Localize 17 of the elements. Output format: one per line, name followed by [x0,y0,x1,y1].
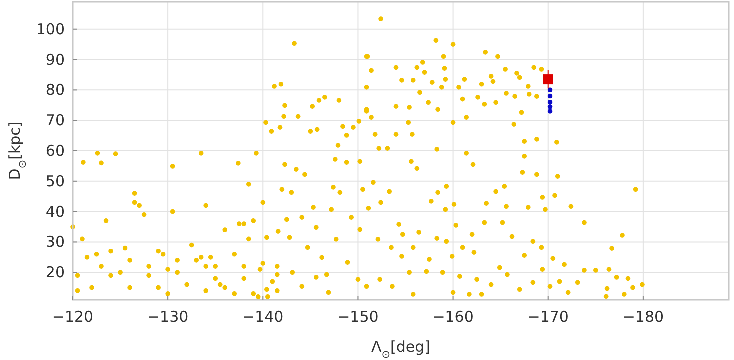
x-tick-label: −160 [432,308,474,326]
x-tick-label: −180 [622,308,664,326]
x-tick-label: −120 [52,308,94,326]
x-tick-label: −150 [338,308,379,326]
x-tick-label: −140 [242,308,284,326]
y-tick-label: 50 [46,172,65,190]
y-tick-label: 70 [46,112,65,130]
x-axis-title: Λ$_{⊙}$[deg] [371,338,431,360]
y-tick-label: 60 [46,142,65,160]
x-tick-label: −170 [528,308,569,326]
y-tick-label: 100 [36,20,65,38]
y-tick-label: 30 [46,233,65,252]
y-tick-label: 80 [46,81,65,100]
y-tick-label: 40 [46,202,65,221]
x-tick-label: −130 [147,308,189,326]
y-tick-label: 20 [46,264,65,282]
y-tick-label: 90 [46,50,65,69]
